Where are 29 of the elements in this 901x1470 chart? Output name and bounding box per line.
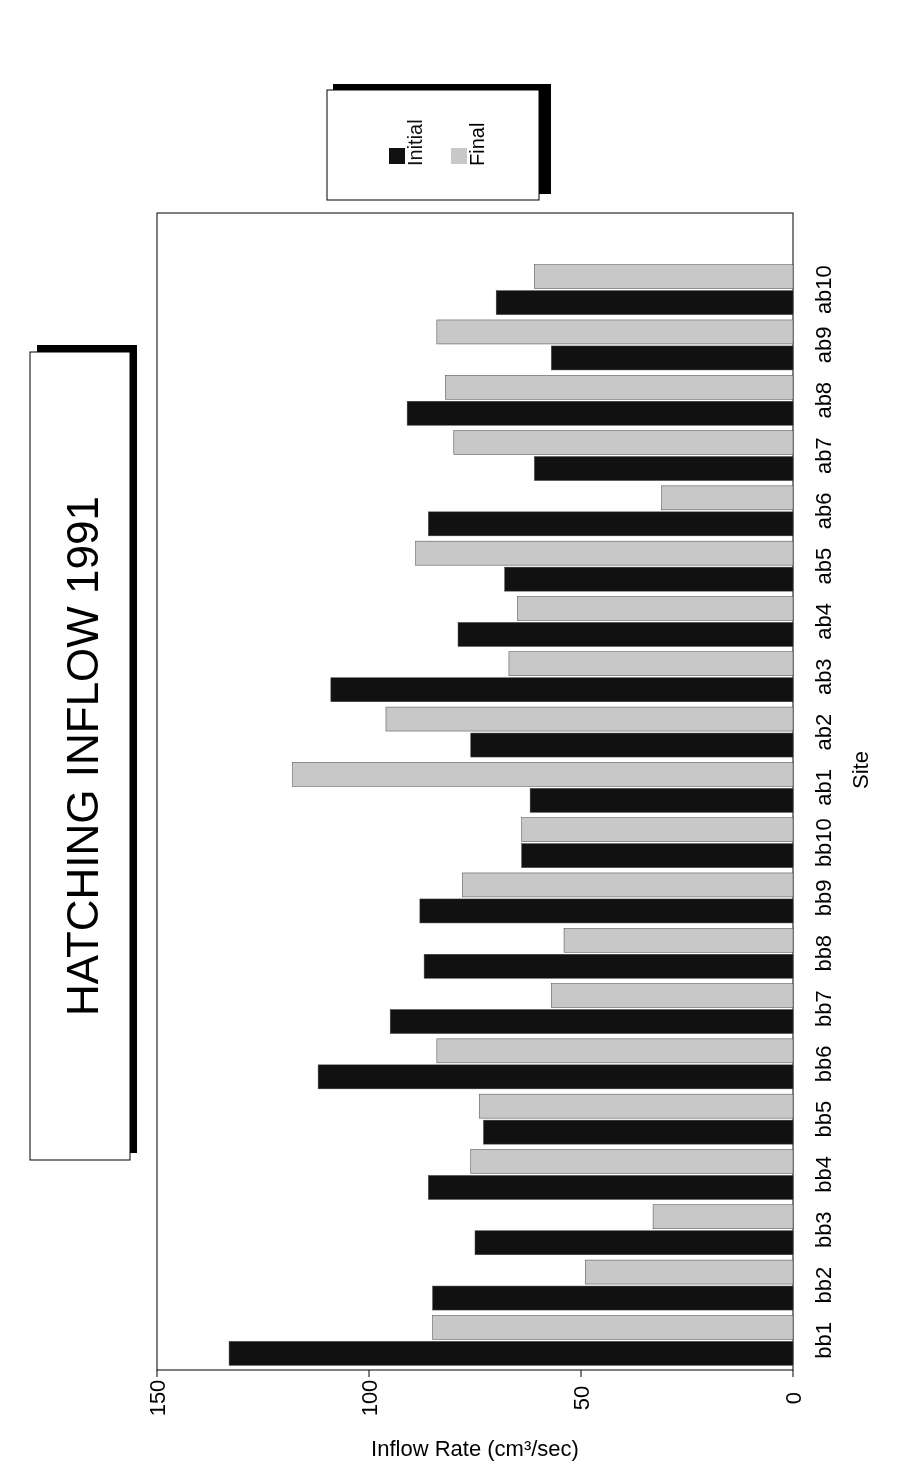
legend-label: Final xyxy=(466,122,488,166)
y-tick-label: bb2 xyxy=(810,1266,836,1304)
x-tick-label: 0 xyxy=(780,1391,806,1405)
x-tick-label: 100 xyxy=(356,1379,382,1417)
y-tick-label: ab8 xyxy=(810,381,836,419)
y-tick-label: bb7 xyxy=(810,990,836,1027)
y-axis-title: Site xyxy=(847,751,873,789)
legend-label: Initial xyxy=(404,119,426,166)
y-tick-label: ab10 xyxy=(810,265,836,315)
y-tick-label: bb1 xyxy=(810,1321,836,1359)
text: HATCHING INFLOW 1991 xyxy=(57,496,107,1016)
y-tick-label: bb9 xyxy=(810,879,836,917)
x-tick-label: 50 xyxy=(568,1385,594,1411)
y-tick-label: ab2 xyxy=(810,713,836,751)
y-tick-label: ab1 xyxy=(810,768,836,806)
y-tick-label: ab7 xyxy=(810,437,836,474)
y-tick-label: bb8 xyxy=(810,934,836,972)
y-tick-label: ab3 xyxy=(810,658,836,696)
y-tick-label: bb10 xyxy=(810,818,836,868)
y-tick-label: ab6 xyxy=(810,492,836,530)
y-tick-label: bb6 xyxy=(810,1045,836,1083)
y-tick-label: ab4 xyxy=(810,603,836,640)
x-axis-title: Inflow Rate (cm³/sec) xyxy=(371,1435,579,1461)
y-tick-label: bb5 xyxy=(810,1100,836,1138)
x-tick-label: 150 xyxy=(144,1379,170,1417)
y-tick-label: ab5 xyxy=(810,547,836,585)
y-tick-label: bb4 xyxy=(810,1156,836,1193)
y-tick-label: ab9 xyxy=(810,326,836,364)
y-tick-label: bb3 xyxy=(810,1211,836,1249)
